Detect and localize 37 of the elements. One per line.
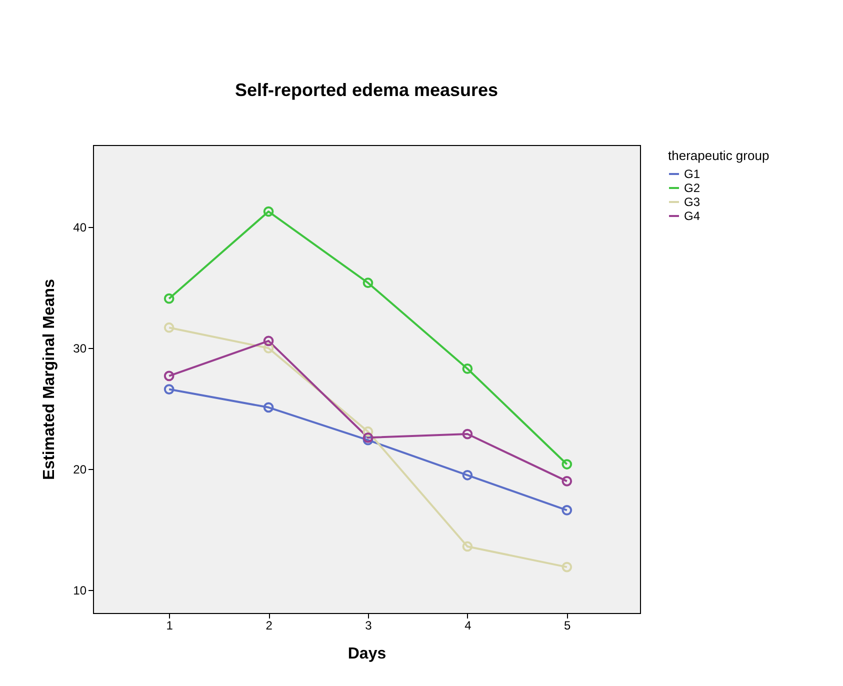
legend-label: G4 [684, 209, 700, 223]
y-tick-label: 20 [73, 462, 87, 477]
x-axis-title: Days [348, 646, 386, 662]
legend-title: therapeutic group [668, 148, 770, 163]
legend-label: G3 [684, 195, 700, 209]
point [562, 476, 572, 486]
point [263, 342, 274, 354]
point [462, 364, 473, 374]
point [562, 505, 572, 516]
point [164, 384, 174, 394]
legend-label: G2 [684, 181, 700, 195]
x-tick-label: 3 [365, 618, 372, 632]
point [362, 434, 374, 446]
y-tick-label: 30 [73, 342, 87, 356]
point [263, 336, 274, 346]
y-axis-title: Estimated Marginal Means [41, 278, 58, 480]
point [164, 293, 174, 304]
legend-label: G1 [684, 167, 700, 181]
x-tick-label: 2 [266, 618, 273, 632]
point [562, 459, 572, 470]
point [362, 432, 374, 443]
point [164, 370, 174, 382]
point [462, 541, 473, 552]
point [462, 470, 473, 480]
chart-title: Self-reported edema measures [234, 80, 498, 100]
x-tick-label: 4 [464, 618, 472, 632]
point [462, 428, 473, 440]
x-tick-label: 1 [166, 618, 174, 632]
point [362, 426, 374, 437]
point [362, 278, 374, 288]
point [263, 402, 274, 413]
point [562, 562, 572, 572]
y-tick-label: 10 [73, 584, 87, 598]
y-tick-label: 40 [73, 220, 87, 235]
point [164, 322, 174, 333]
x-tick-label: 5 [564, 618, 572, 632]
point [263, 206, 274, 217]
